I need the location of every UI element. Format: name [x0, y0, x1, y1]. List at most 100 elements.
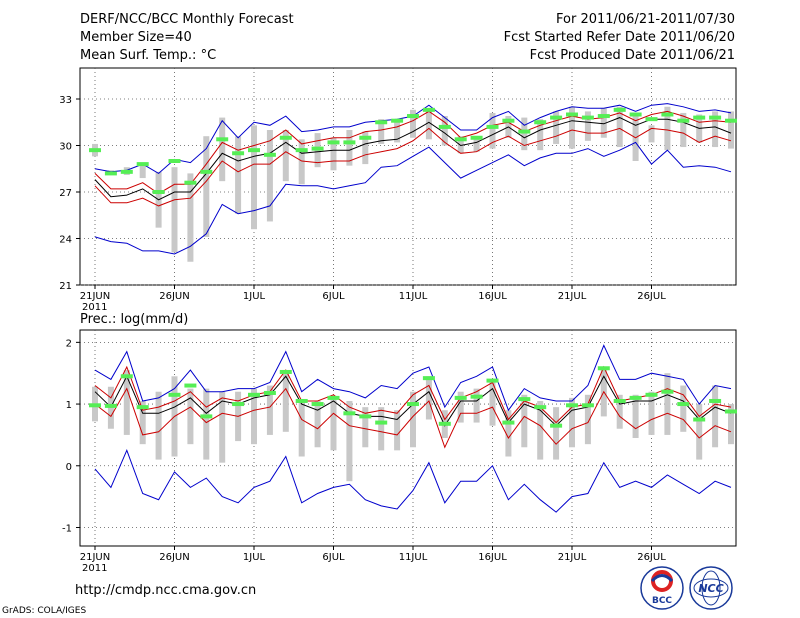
variable-label: Mean Surf. Temp.: °C — [80, 48, 216, 63]
temperature-box — [394, 122, 401, 143]
temperature-year-label: 2011 — [82, 302, 107, 313]
temperature-box — [235, 136, 242, 214]
temperature-box — [521, 117, 528, 151]
precipitation-mean-marker — [470, 394, 483, 399]
temperature-box — [584, 111, 591, 141]
precipitation-mean-marker — [295, 398, 308, 403]
temperature-mean-marker — [438, 124, 451, 129]
temperature-mean-marker — [359, 135, 372, 140]
temperature-mean-marker — [152, 190, 165, 194]
precipitation-mean-marker — [581, 403, 594, 408]
precipitation-mean-marker — [597, 366, 610, 371]
precipitation-box — [648, 391, 655, 435]
forecast-produced: Fcst Produced Date 2011/06/21 — [530, 48, 735, 63]
temperature-mean-marker — [120, 169, 133, 174]
precipitation-box — [410, 391, 416, 448]
precipitation-mean-marker — [534, 405, 547, 410]
precipitation-xtick-label: 16JUL — [478, 552, 507, 563]
temperature-mean-marker — [248, 148, 260, 153]
precipitation-mean-marker — [375, 420, 388, 425]
temperature-box — [219, 117, 226, 182]
precipitation-mean-marker — [184, 383, 197, 388]
temperature-mean-marker — [168, 159, 181, 163]
temperature-lower-line — [94, 127, 732, 207]
precipitation-box — [664, 373, 671, 435]
temperature-mean-marker — [645, 117, 658, 122]
temperature-mean-marker — [279, 135, 292, 140]
precipitation-mean-marker — [693, 417, 706, 422]
temperature-ytick-label: 21 — [59, 281, 72, 292]
precipitation-ytick-label: 1 — [66, 400, 72, 411]
temperature-mean-marker — [629, 112, 642, 117]
temperature-mean-marker — [502, 118, 515, 123]
precipitation-mean-marker — [89, 403, 101, 408]
precipitation-min-line — [94, 448, 732, 513]
precipitation-mean-marker — [343, 411, 356, 416]
precipitation-box — [680, 385, 687, 432]
temperature-mean-marker — [232, 151, 245, 156]
temperature-mean-marker — [104, 171, 117, 176]
bcc-logo-text: BCC — [652, 596, 672, 606]
precipitation-ytick-label: 2 — [66, 338, 72, 349]
temperature-mean-marker — [375, 120, 388, 125]
precipitation-box — [394, 410, 401, 451]
precipitation-year-label: 2011 — [82, 563, 107, 574]
precipitation-box — [473, 388, 480, 423]
temperature-mean-marker — [613, 107, 626, 112]
precipitation-mean-marker — [454, 395, 467, 400]
temperature-box — [537, 119, 544, 151]
precipitation-xtick-label: 1JUL — [243, 552, 266, 563]
precipitation-mean-marker — [629, 395, 642, 400]
temperature-box — [712, 111, 719, 148]
precipitation-box — [251, 388, 257, 445]
precipitation-box — [553, 407, 560, 460]
precipitation-mean-marker — [645, 392, 658, 397]
temperature-box — [441, 116, 448, 146]
temperature-box — [680, 112, 687, 148]
temperature-box — [648, 125, 655, 143]
temperature-box — [616, 106, 623, 148]
precipitation-box — [616, 394, 623, 429]
temperature-box — [171, 167, 178, 253]
temperature-mean-marker — [422, 107, 435, 112]
temperature-mean-marker — [597, 114, 610, 119]
precipitation-mean-marker — [248, 392, 260, 397]
bcc-logo: BCC — [640, 566, 684, 610]
temperature-ytick-label: 24 — [59, 235, 72, 246]
temperature-xtick-label: 26JUN — [159, 291, 189, 302]
precipitation-mean-marker — [566, 403, 578, 408]
precipitation-mean-marker — [200, 414, 213, 419]
temperature-box — [664, 106, 671, 151]
temperature-box — [330, 137, 337, 171]
precipitation-box — [537, 400, 544, 460]
precipitation-box — [266, 385, 273, 435]
precipitation-mean-marker — [502, 420, 515, 425]
precipitation-box — [728, 404, 734, 445]
precipitation-box — [696, 404, 703, 460]
temperature-box — [728, 111, 734, 149]
temperature-mean-marker — [518, 129, 531, 134]
precipitation-mean-marker — [709, 398, 722, 403]
precipitation-box — [378, 407, 385, 451]
precipitation-mean-marker — [438, 421, 451, 426]
ncc-logo: NCC — [689, 566, 733, 610]
temperature-mean-marker — [693, 115, 706, 120]
temperature-mean-marker — [327, 140, 340, 145]
temperature-box — [632, 112, 639, 161]
temperature-ytick-label: 27 — [59, 188, 72, 199]
precipitation-box — [712, 385, 719, 448]
temperature-box — [600, 108, 607, 138]
temperature-ytick-label: 33 — [59, 95, 72, 106]
precipitation-mean-marker — [168, 392, 181, 397]
footer-url[interactable]: http://cmdp.ncc.cma.gov.cn — [75, 583, 256, 598]
temperature-mean-marker — [407, 114, 419, 119]
precipitation-ytick-label: 0 — [66, 462, 72, 473]
temperature-box — [282, 130, 289, 182]
precipitation-mean-marker — [518, 397, 531, 402]
temperature-mean-marker — [184, 180, 197, 185]
temperature-mean-marker — [709, 115, 722, 120]
grads-credit: GrADS: COLA/IGES — [2, 606, 86, 616]
precipitation-mean-marker — [550, 423, 563, 428]
temperature-box — [457, 136, 464, 154]
precipitation-box — [457, 391, 464, 423]
